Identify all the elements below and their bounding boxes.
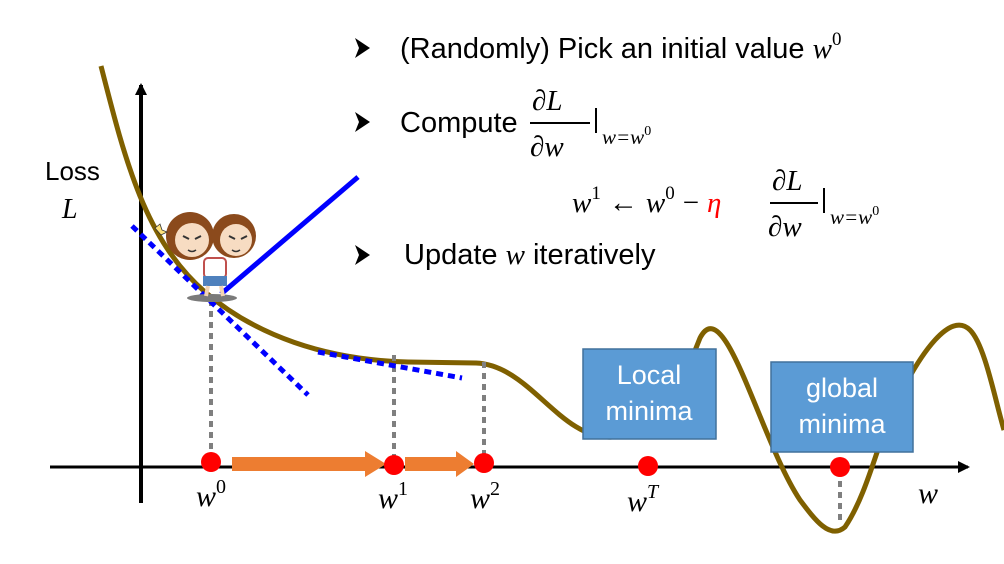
- tick-label-w1: w1: [378, 478, 408, 515]
- tick-label-w0: w0: [196, 476, 226, 513]
- derivative-numerator: ∂L: [532, 85, 562, 117]
- global-minima-box: global minima: [770, 361, 914, 453]
- local-minima-line1: Local: [617, 360, 682, 390]
- update-lhs: w: [572, 187, 592, 219]
- y-axis-label: Loss: [45, 156, 100, 186]
- update-rule-left: w1 ← w0− η: [572, 183, 721, 219]
- bullet-arrow-icon: [355, 245, 370, 265]
- tangent-dotted-w0: [130, 224, 310, 397]
- update-arrow: ←: [609, 187, 638, 219]
- bullet-1-text: (Randomly) Pick an initial value: [400, 33, 813, 65]
- tick-label-wT: wT: [627, 481, 660, 518]
- learning-rate-eta: η: [707, 187, 721, 219]
- global-minima-line1: global: [806, 373, 878, 403]
- update-minus: −: [683, 187, 699, 219]
- update-w-sup: 0: [665, 183, 675, 204]
- global-minima-line2: minima: [798, 409, 886, 439]
- bullet-arrow-icon: [355, 112, 370, 132]
- step-arrow-1: [232, 451, 386, 477]
- rule-eval-condition: w=w0: [830, 204, 879, 229]
- cartoon-characters-icon: [154, 212, 256, 302]
- rule-derivative-numerator: ∂L: [772, 165, 802, 197]
- bullet-2-text: Compute: [400, 107, 518, 139]
- bullet-1-var: w: [813, 33, 833, 65]
- eval-condition-sup: 0: [644, 124, 651, 139]
- tick-label-w2: w2: [470, 478, 500, 515]
- update-direction-line: [219, 175, 360, 296]
- point-wT: [638, 456, 658, 476]
- rule-eval-condition-base: w=w: [830, 205, 872, 229]
- step-arrow-2: [405, 451, 474, 477]
- x-axis-label: w: [918, 477, 938, 510]
- point-w2: [474, 453, 494, 473]
- bullet-3: Update w iteratively: [404, 239, 656, 271]
- update-w: w: [646, 187, 666, 219]
- bullet-3-after: iteratively: [525, 239, 656, 271]
- loss-curve: [98, 65, 1004, 534]
- eval-condition: w=w0: [602, 124, 651, 149]
- point-w0: [201, 452, 221, 472]
- point-w1: [384, 455, 404, 475]
- eval-condition-base: w=w: [602, 125, 644, 149]
- bullet-3-var: w: [506, 239, 526, 271]
- update-lhs-sup: 1: [591, 183, 601, 204]
- bullet-arrow-icon: [355, 38, 370, 58]
- derivative-denominator: ∂w: [530, 131, 564, 163]
- local-minima-box: Local minima: [582, 348, 717, 440]
- tangent-dotted-w1: [317, 349, 463, 381]
- local-minima-line2: minima: [605, 396, 693, 426]
- y-axis-variable: L: [61, 194, 78, 225]
- rule-derivative-denominator: ∂w: [768, 211, 802, 243]
- bullet-1: (Randomly) Pick an initial value w0: [400, 29, 841, 65]
- point-global: [830, 457, 850, 477]
- bullet-3-text: Update: [404, 239, 506, 271]
- rule-eval-condition-sup: 0: [872, 204, 879, 219]
- bullet-1-sup: 0: [832, 29, 842, 50]
